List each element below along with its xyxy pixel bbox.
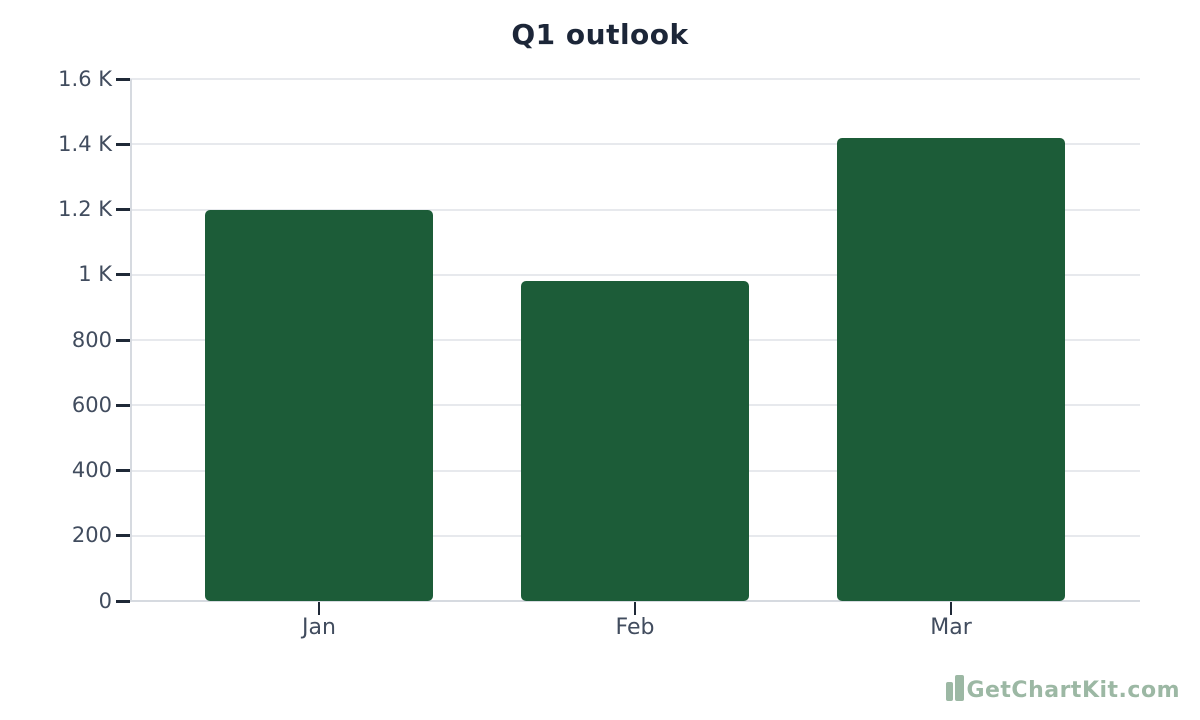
y-tick-mark bbox=[116, 599, 130, 603]
bar-mar bbox=[837, 137, 1065, 601]
y-tick-mark bbox=[116, 338, 130, 342]
chart-title: Q1 outlook bbox=[511, 18, 689, 51]
x-tick-label: Feb bbox=[615, 615, 655, 640]
watermark: GetChartKit.com bbox=[946, 675, 1180, 704]
y-tick-label: 1.2 K bbox=[58, 197, 112, 221]
watermark-label: GetChartKit.com bbox=[966, 678, 1180, 703]
y-tick-label: 1.4 K bbox=[58, 131, 112, 156]
gridline bbox=[130, 208, 1140, 211]
x-tick-mark bbox=[950, 602, 952, 615]
gridline bbox=[130, 273, 1140, 276]
y-tick-label: 800 bbox=[71, 327, 112, 352]
y-tick-label: 400 bbox=[71, 458, 112, 482]
y-tick-label: 0 bbox=[98, 588, 112, 613]
y-tick-mark bbox=[116, 534, 130, 538]
y-axis-line bbox=[130, 79, 132, 601]
x-tick-mark bbox=[634, 602, 636, 615]
x-tick-label: Jan bbox=[302, 615, 336, 640]
gridline bbox=[130, 78, 1140, 80]
gridline bbox=[130, 143, 1140, 146]
y-tick-mark bbox=[116, 273, 130, 277]
y-tick-mark bbox=[116, 208, 130, 211]
y-tick-label: 1 K bbox=[78, 262, 112, 287]
gridline bbox=[130, 600, 1140, 602]
bar-feb bbox=[521, 281, 749, 601]
y-tick-label: 600 bbox=[71, 392, 112, 417]
y-tick-mark bbox=[116, 77, 130, 81]
bar-jan bbox=[205, 209, 433, 601]
y-tick-label: 200 bbox=[71, 523, 112, 548]
x-tick-label: Mar bbox=[930, 615, 972, 640]
y-tick-mark bbox=[116, 403, 130, 407]
bar-chart-icon bbox=[946, 675, 965, 701]
y-tick-mark bbox=[116, 469, 130, 472]
y-tick-mark bbox=[116, 142, 130, 146]
y-tick-label: 1.6 K bbox=[58, 66, 112, 91]
x-tick-mark bbox=[318, 602, 320, 615]
